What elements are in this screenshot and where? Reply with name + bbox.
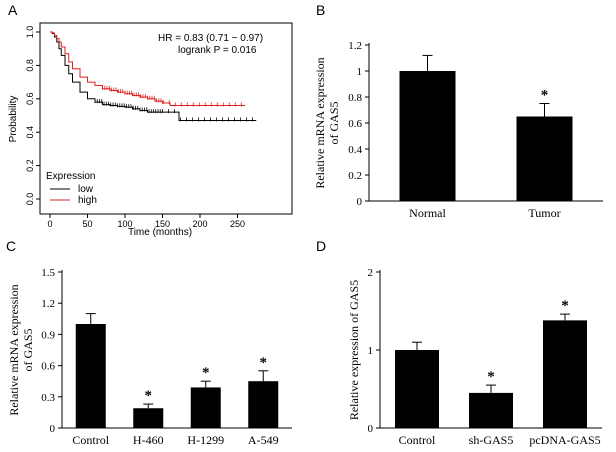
km-y-tick-label: 0.6 (25, 93, 35, 106)
y-tick-label: 0.6 (41, 361, 55, 373)
x-category-label: Normal (409, 206, 446, 220)
y-axis-label: Relative mRNA expression (313, 57, 327, 188)
km-x-tick-label: 0 (47, 219, 52, 229)
y-tick-label: 0.6 (348, 118, 362, 130)
x-category-label: Tumor (528, 206, 560, 220)
km-x-tick-label: 100 (117, 219, 132, 229)
panel-c: C 0 0.3 0.6 0.9 1.2 1.5 Control * H-460 * H-1299 * A… (6, 238, 292, 447)
y-tick-label: 0 (357, 196, 363, 208)
km-y-tick-label: 1.0 (25, 26, 35, 39)
panel-a: A HR = 0.83 (0.71 − 0.97) logrank P = 0.… (8, 2, 293, 238)
y-tick-label: 1.5 (41, 267, 55, 279)
panel-c-letter: C (6, 238, 16, 254)
significance-star: * (487, 369, 495, 385)
x-category-label: A-549 (248, 433, 279, 447)
y-tick-label: 2 (368, 267, 374, 279)
y-tick-label: 1.2 (41, 298, 55, 310)
bar-normal (399, 71, 456, 201)
km-legend-low-label: low (78, 184, 94, 195)
km-y-tick-label: 0.0 (25, 193, 35, 206)
x-category-label: sh-GAS5 (469, 433, 514, 447)
y-tick-label: 0.4 (348, 144, 362, 156)
panel-c-chart: 0 0.3 0.6 0.9 1.2 1.5 Control * H-460 * H-1299 * A-5… (7, 267, 292, 447)
x-category-label: pcDNA-GAS5 (529, 433, 600, 447)
km-y-tick-label: 0.4 (25, 126, 35, 139)
y-axis-label: of GAS5 (21, 328, 35, 371)
significance-star: * (561, 298, 569, 314)
y-tick-label: 0.9 (41, 329, 55, 341)
significance-star: * (541, 88, 549, 104)
km-legend-title: Expression (46, 171, 95, 182)
y-tick-label: 0 (50, 423, 56, 435)
panel-a-letter: A (8, 2, 18, 18)
x-category-label: H-1299 (187, 433, 224, 447)
panel-d-chart: 0 1 2 Control * sh-GAS5 * pcDNA-GAS5 Relative ex… (347, 267, 602, 447)
significance-star: * (260, 355, 268, 371)
km-plot-frame (39, 22, 293, 215)
panel-b: B 0 0.2 0.4 0.6 0.8 1 1.2 Normal * Tumor Relative … (313, 2, 603, 220)
km-axes: 0 50 100 150 200 250 0.0 0.2 0.4 0.6 0.8 1.0 (25, 26, 245, 229)
y-tick-label: 0.3 (41, 392, 55, 404)
km-x-tick-label: 150 (155, 219, 170, 229)
y-tick-label: 1 (368, 345, 374, 357)
x-category-label: Control (399, 433, 436, 447)
km-x-tick-label: 200 (192, 219, 207, 229)
y-axis-label: Relative expression of GAS5 (347, 280, 361, 420)
km-hr-annotation: HR = 0.83 (0.71 − 0.97) (158, 33, 263, 44)
bar-h-460 (133, 408, 164, 428)
bar-control (75, 324, 106, 428)
bar-tumor (516, 116, 573, 201)
km-x-tick-label: 250 (230, 219, 245, 229)
panel-d-letter: D (316, 238, 326, 254)
panel-b-letter: B (316, 2, 325, 18)
x-category-label: Control (72, 433, 109, 447)
bar-pcdna-gas5 (543, 320, 587, 428)
km-y-axis-label: Probability (8, 96, 19, 143)
x-category-label: H-460 (133, 433, 164, 447)
km-curve-high (50, 31, 245, 106)
km-x-tick-label: 50 (82, 219, 92, 229)
y-tick-label: 0 (368, 423, 374, 435)
km-y-tick-label: 0.8 (25, 59, 35, 72)
km-legend-high-label: high (78, 195, 97, 206)
y-axis-label: of GAS5 (327, 101, 341, 144)
panel-b-chart: 0 0.2 0.4 0.6 0.8 1 1.2 Normal * Tumor Relative mR… (313, 40, 603, 220)
y-tick-label: 1 (357, 66, 363, 78)
km-y-tick-label: 0.2 (25, 159, 35, 172)
y-axis-label: Relative mRNA expression (7, 284, 21, 415)
km-logrank-annotation: logrank P = 0.016 (178, 45, 257, 56)
y-tick-label: 0.8 (348, 92, 362, 104)
panel-d: D 0 1 2 Control * sh-GAS5 * pcDNA-GAS5 Relative … (316, 238, 602, 447)
y-tick-label: 1.2 (348, 40, 362, 52)
bar-a-549 (248, 381, 279, 428)
y-tick-label: 0.2 (348, 170, 362, 182)
bar-sh-gas5 (469, 392, 513, 428)
significance-star: * (145, 388, 153, 404)
bar-h-1299 (190, 387, 221, 428)
significance-star: * (202, 365, 210, 381)
km-curves (50, 31, 257, 122)
km-x-axis-label: Time (months) (128, 227, 192, 238)
bar-control (395, 350, 439, 428)
